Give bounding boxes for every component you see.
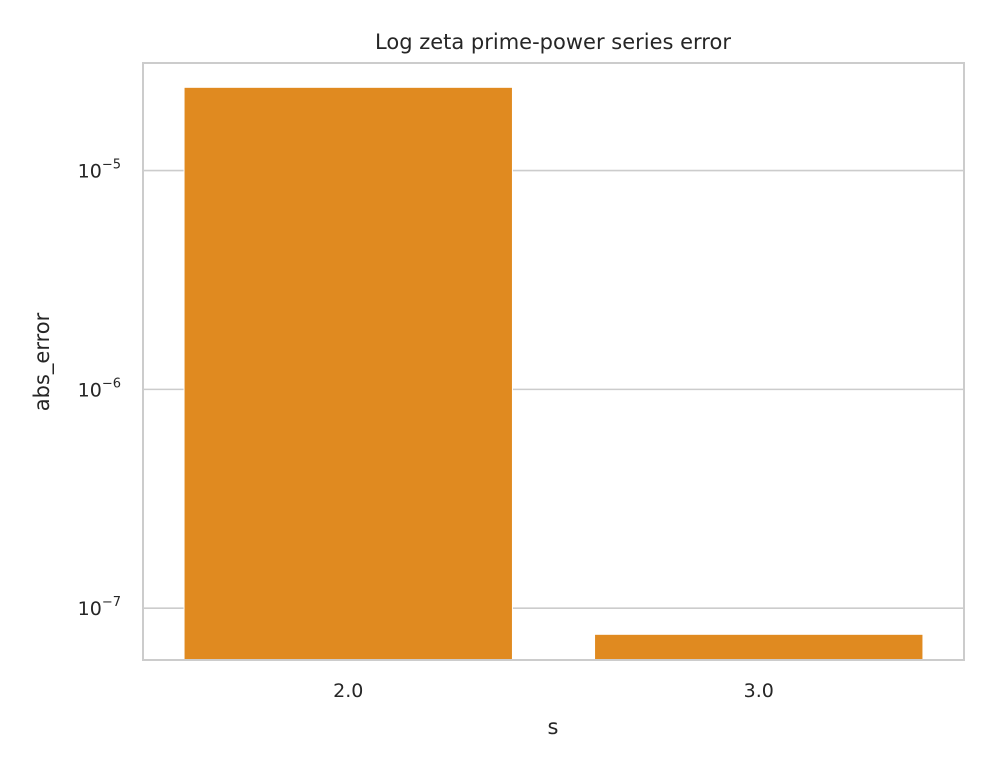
x-tick-label: 3.0 bbox=[744, 680, 774, 702]
y-tick-labels: 10−7 10−6 10−5 bbox=[78, 158, 121, 621]
bar-3.0 bbox=[594, 633, 924, 661]
y-tick-label: 10−6 bbox=[78, 376, 121, 401]
plot-frame bbox=[142, 62, 965, 661]
x-axis-label: s bbox=[548, 715, 559, 739]
x-tick-labels: 2.0 3.0 bbox=[333, 680, 774, 702]
y-axis-label: abs_error bbox=[30, 312, 55, 411]
chart-title: Log zeta prime-power series error bbox=[375, 30, 731, 54]
y-tick-label: 10−5 bbox=[78, 158, 121, 183]
y-tick-label: 10−7 bbox=[78, 595, 121, 620]
bars bbox=[183, 86, 924, 661]
bar-2.0 bbox=[183, 86, 513, 661]
x-tick-label: 2.0 bbox=[333, 680, 363, 702]
